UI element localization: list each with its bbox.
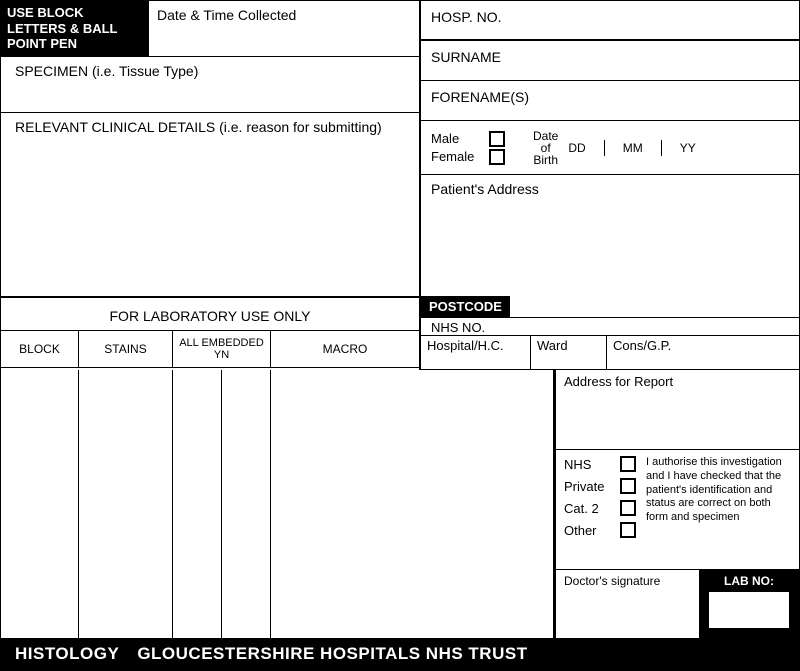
private-checkbox[interactable] [620, 478, 636, 494]
specimen-field[interactable]: SPECIMEN (i.e. Tissue Type) [1, 57, 419, 113]
authorisation-text: I authorise this investigation and I hav… [646, 456, 791, 563]
footer-bar: HISTOLOGY GLOUCESTERSHIRE HOSPITALS NHS T… [1, 638, 799, 670]
dob-area: Date of Birth DD MM YY [533, 130, 696, 166]
postcode-cell[interactable]: POSTCODE [421, 296, 799, 318]
lower-right: Address for Report NHS Private Cat. 2 Ot… [555, 370, 799, 638]
surname-label: SURNAME [431, 49, 501, 65]
col-macro-header: MACRO [271, 331, 419, 367]
other-checkbox[interactable] [620, 522, 636, 538]
nhs-no-field[interactable]: NHS NO. [421, 318, 799, 336]
right-column: HOSP. NO. SURNAME FORENAME(S) Male Femal… [421, 1, 799, 296]
postcode-label: POSTCODE [421, 296, 510, 317]
doctor-signature-label: Doctor's signature [564, 574, 660, 588]
nhs-label: NHS [564, 457, 612, 472]
col-block-header: BLOCK [1, 331, 79, 367]
private-label: Private [564, 479, 612, 494]
macro-col[interactable] [271, 370, 421, 638]
nhs-no-label: NHS NO. [431, 320, 485, 335]
forename-field[interactable]: FORENAME(S) [421, 81, 799, 121]
footer-trust: GLOUCESTERSHIRE HOSPITALS NHS TRUST [137, 644, 527, 663]
date-time-label: Date & Time Collected [149, 1, 304, 23]
female-label: Female [431, 149, 481, 164]
hosp-no-label: HOSP. NO. [431, 9, 502, 25]
lab-no-field[interactable] [709, 592, 789, 628]
sex-group: Male Female [431, 131, 505, 165]
lab-table-body[interactable] [1, 370, 421, 638]
cat2-checkbox[interactable] [620, 500, 636, 516]
y-col[interactable] [173, 370, 222, 638]
col-embedded-header: ALL EMBEDDED Y N [173, 331, 271, 367]
mid-right: POSTCODE NHS NO. Hospital/H.C. Ward Cons… [421, 296, 799, 370]
block-col[interactable] [1, 370, 79, 638]
nhs-checkbox[interactable] [620, 456, 636, 472]
yy-label: YY [680, 141, 696, 155]
embedded-col [173, 370, 271, 638]
left-column: USE BLOCK LETTERS & BALL POINT PEN Date … [1, 1, 421, 296]
mid-left: FOR LABORATORY USE ONLY BLOCK STAINS ALL… [1, 296, 421, 370]
hosp-no-field[interactable]: HOSP. NO. [421, 1, 799, 41]
cat2-label: Cat. 2 [564, 501, 612, 516]
lab-table-body-wrap [1, 370, 555, 638]
instructions-box: USE BLOCK LETTERS & BALL POINT PEN [1, 1, 149, 56]
dob-fields[interactable]: DD MM YY [568, 140, 695, 156]
category-checks: NHS Private Cat. 2 Other [564, 456, 636, 563]
hospital-ward-cons-row: Hospital/H.C. Ward Cons/G.P. [421, 336, 799, 370]
male-checkbox[interactable] [489, 131, 505, 147]
patient-address-label: Patient's Address [431, 181, 539, 197]
embedded-label: ALL EMBEDDED [179, 337, 264, 349]
footer-dept: HISTOLOGY [15, 644, 119, 663]
lab-table-header: BLOCK STAINS ALL EMBEDDED Y N MACRO [1, 331, 419, 368]
cons-gp-field[interactable]: Cons/G.P. [607, 336, 799, 369]
signature-row: Doctor's signature LAB NO: [556, 570, 799, 638]
hospital-hc-field[interactable]: Hospital/H.C. [421, 336, 531, 369]
instructions-row: USE BLOCK LETTERS & BALL POINT PEN Date … [1, 1, 419, 57]
lab-use-heading: FOR LABORATORY USE ONLY [1, 298, 419, 331]
male-label: Male [431, 131, 481, 146]
other-label: Other [564, 523, 612, 538]
n-label: N [221, 349, 229, 361]
male-row: Male [431, 131, 505, 147]
n-col[interactable] [222, 370, 271, 638]
y-label: Y [214, 349, 221, 361]
specimen-label: SPECIMEN (i.e. Tissue Type) [15, 63, 198, 79]
ward-field[interactable]: Ward [531, 336, 607, 369]
authorisation-row: NHS Private Cat. 2 Other I authorise thi… [556, 450, 799, 570]
mid-band: FOR LABORATORY USE ONLY BLOCK STAINS ALL… [1, 296, 799, 370]
separator [604, 140, 605, 156]
surname-field[interactable]: SURNAME [421, 41, 799, 81]
address-report-field[interactable]: Address for Report [556, 370, 799, 450]
mm-label: MM [623, 141, 643, 155]
clinical-details-label: RELEVANT CLINICAL DETAILS (i.e. reason f… [15, 119, 382, 135]
address-report-label: Address for Report [564, 374, 673, 389]
col-stains-header: STAINS [79, 331, 173, 367]
lab-no-box: LAB NO: [699, 570, 799, 638]
stains-col[interactable] [79, 370, 173, 638]
patient-address-field[interactable]: Patient's Address [421, 175, 799, 296]
histology-request-form: USE BLOCK LETTERS & BALL POINT PEN Date … [0, 0, 800, 671]
clinical-details-field[interactable]: RELEVANT CLINICAL DETAILS (i.e. reason f… [1, 113, 419, 296]
top-section: USE BLOCK LETTERS & BALL POINT PEN Date … [1, 1, 799, 296]
yn-split [173, 370, 270, 638]
dob-label: Date of Birth [533, 130, 558, 166]
female-row: Female [431, 149, 505, 165]
doctor-signature-field[interactable]: Doctor's signature [556, 570, 699, 638]
female-checkbox[interactable] [489, 149, 505, 165]
postcode-row: POSTCODE [421, 296, 799, 318]
forename-label: FORENAME(S) [431, 89, 529, 105]
lower-section: Address for Report NHS Private Cat. 2 Ot… [1, 370, 799, 638]
sex-dob-row: Male Female Date of Birth DD [421, 121, 799, 175]
separator [661, 140, 662, 156]
embedded-yn: Y N [214, 349, 229, 361]
lab-no-label: LAB NO: [724, 574, 774, 588]
dd-label: DD [568, 141, 585, 155]
